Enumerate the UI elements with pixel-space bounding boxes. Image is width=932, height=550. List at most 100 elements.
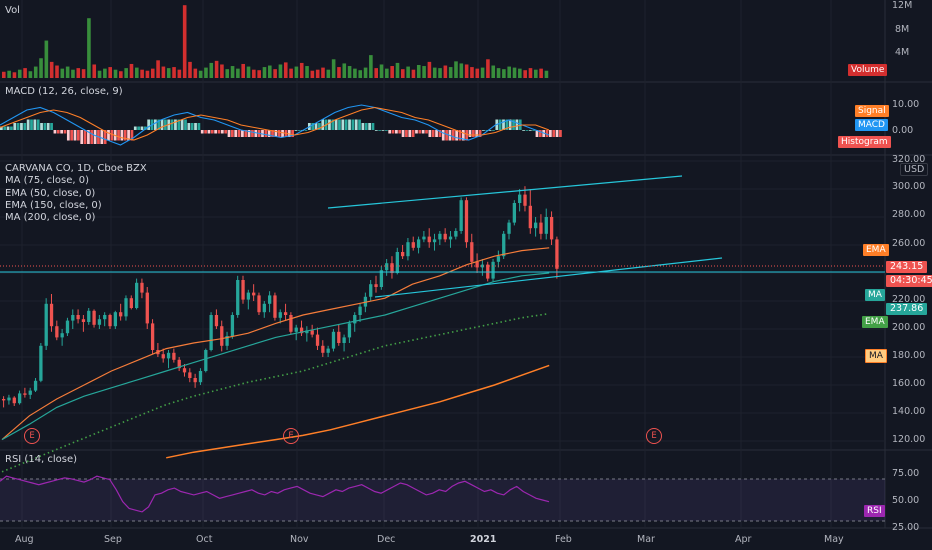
macd-histogram-bar xyxy=(508,119,512,130)
volume-bar xyxy=(438,68,442,78)
candle-body xyxy=(549,217,554,240)
volume-bar xyxy=(145,70,150,78)
macd-histogram-bar xyxy=(401,130,405,137)
volume-bar xyxy=(326,69,331,78)
macd-histogram-bar xyxy=(415,130,418,134)
macd-histogram-bar xyxy=(164,119,167,130)
macd-histogram-bar xyxy=(435,130,438,137)
candle-body xyxy=(416,239,421,248)
candle-body xyxy=(161,354,165,359)
volume-bar xyxy=(198,70,203,78)
macd-histogram-bar xyxy=(76,130,80,141)
volume-bar xyxy=(17,69,22,78)
ema-tag-green[interactable]: EMA xyxy=(862,316,888,328)
volume-bar xyxy=(252,69,256,78)
symbol-title[interactable]: CARVANA CO, 1D, Cboe BZX xyxy=(5,163,147,174)
candle-body xyxy=(432,239,437,243)
candle-body xyxy=(464,200,469,243)
macd-histogram-bar xyxy=(418,130,422,134)
ma-tag-teal[interactable]: MA xyxy=(865,289,885,301)
volume-bar xyxy=(76,68,81,78)
candle-body xyxy=(39,345,43,381)
price-axis-200: 200.00 xyxy=(892,322,926,333)
ma-value-tag: 237.86 xyxy=(886,303,928,315)
volume-bar xyxy=(92,64,97,78)
legend-ma75[interactable]: MA (75, close, 0) xyxy=(5,175,90,187)
volume-bar xyxy=(470,67,474,78)
volume-bar xyxy=(65,66,70,78)
volume-bar xyxy=(544,70,549,78)
volume-bar xyxy=(108,67,112,78)
macd-histogram-bar xyxy=(100,130,104,144)
volume-bar xyxy=(512,67,517,78)
candle-body xyxy=(188,372,192,378)
macd-histogram-bar xyxy=(237,130,241,137)
volume-bar xyxy=(156,60,160,78)
candle-body xyxy=(294,327,298,332)
candle-body xyxy=(315,334,320,346)
volume-bar xyxy=(161,66,166,78)
macd-histogram-bar xyxy=(227,130,231,137)
macd-histogram-bar xyxy=(66,130,70,141)
macd-histogram-bar xyxy=(157,119,161,130)
volume-bar xyxy=(33,66,38,78)
price-axis-220: 220.00 xyxy=(892,294,926,305)
macd-histogram-bar xyxy=(200,130,204,134)
candle-body xyxy=(97,319,102,325)
candle-body xyxy=(92,310,96,325)
candle-body xyxy=(268,295,272,304)
macd-histogram-bar xyxy=(30,119,33,130)
candle-body xyxy=(374,284,378,287)
time-axis-nov: Nov xyxy=(290,534,309,545)
volume-bar xyxy=(534,69,538,78)
volume-bar xyxy=(496,68,501,78)
legend-ema150[interactable]: EMA (150, close, 0) xyxy=(5,199,102,211)
legend-ema50[interactable]: EMA (50, close, 0) xyxy=(5,187,96,199)
macd-histogram-bar xyxy=(174,119,177,130)
legend-ma200[interactable]: MA (200, close, 0) xyxy=(5,212,96,224)
currency-label[interactable]: USD xyxy=(900,163,929,176)
last-price-tag[interactable]: 243.15 xyxy=(886,261,928,273)
volume-bar xyxy=(7,70,11,78)
macd-histogram-bar xyxy=(498,119,502,130)
trendline-upper xyxy=(327,175,683,209)
volume-bar xyxy=(401,69,405,78)
earnings-icon[interactable]: E xyxy=(283,428,299,444)
candle-body xyxy=(204,350,208,371)
vol-axis-8m: 8M xyxy=(895,24,910,35)
ema-tag-top[interactable]: EMA xyxy=(863,244,889,256)
macd-signal-tag[interactable]: Signal xyxy=(855,105,889,117)
rsi-tag[interactable]: RSI xyxy=(864,505,885,517)
volume-bar xyxy=(193,68,198,78)
time-axis-dec: Dec xyxy=(377,534,396,545)
macd-histogram-bar xyxy=(374,130,378,131)
macd-histogram-bar xyxy=(438,130,442,137)
ma-tag-orange[interactable]: MA xyxy=(865,349,887,363)
macd-histogram-bar xyxy=(384,130,388,131)
candle-body xyxy=(193,378,197,383)
macd-histogram-bar xyxy=(344,119,348,130)
macd-histogram-bar xyxy=(220,130,224,134)
earnings-icon[interactable]: E xyxy=(646,428,662,444)
earnings-icon[interactable]: E xyxy=(24,428,40,444)
countdown-tag: 04:30:45 xyxy=(886,275,932,287)
macd-histogram-bar xyxy=(388,130,392,134)
macd-histogram-bar xyxy=(458,130,462,141)
macd-histogram-bar xyxy=(60,130,64,134)
macd-histogram-bar xyxy=(26,119,30,130)
candle-body xyxy=(49,303,54,327)
candle-body xyxy=(17,393,22,404)
volume-bar xyxy=(12,72,17,78)
volume-bar xyxy=(416,65,421,78)
candle-body xyxy=(422,236,426,240)
macd-histogram-bar xyxy=(395,130,398,134)
volume-bar xyxy=(432,67,437,78)
macd-signal-line xyxy=(0,106,550,141)
macd-line-tag[interactable]: MACD xyxy=(855,119,888,131)
candle-body xyxy=(278,312,282,318)
volume-tag[interactable]: Volume xyxy=(848,64,888,76)
macd-histogram-bar xyxy=(63,130,67,134)
macd-histogram-bar xyxy=(485,130,489,131)
macd-histogram-tag[interactable]: Histogram xyxy=(838,136,891,148)
